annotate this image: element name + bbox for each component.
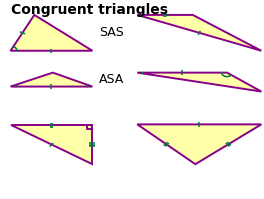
Polygon shape — [11, 73, 92, 87]
Text: ASA: ASA — [99, 73, 124, 86]
Polygon shape — [137, 15, 261, 51]
Polygon shape — [137, 73, 261, 92]
Polygon shape — [11, 15, 92, 51]
Text: Congruent triangles: Congruent triangles — [11, 3, 168, 17]
Text: SAS: SAS — [99, 26, 124, 39]
Polygon shape — [137, 124, 261, 164]
Polygon shape — [11, 125, 92, 164]
